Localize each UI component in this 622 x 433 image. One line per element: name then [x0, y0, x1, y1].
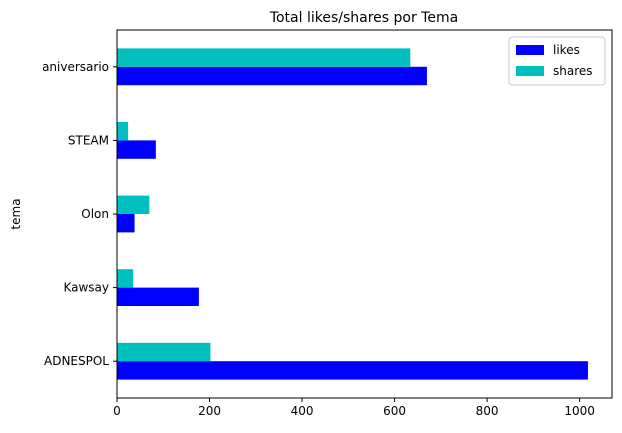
y-tick-label-ADNESPOL: ADNESPOL: [44, 354, 109, 368]
y-tick-label-Kawsay: Kawsay: [63, 281, 109, 295]
bar-shares-STEAM: [117, 122, 129, 141]
bar-likes-STEAM: [117, 140, 156, 159]
bar-shares-Olon: [117, 195, 150, 214]
x-axis-ticks: 0 200 400 600 800 1000: [113, 398, 595, 418]
bar-shares-ADNESPOL: [117, 342, 211, 362]
y-axis-label: tema: [9, 198, 23, 229]
bar-shares-aniversario: [117, 48, 411, 67]
y-axis-ticks: ADNESPOL Kawsay Olon STEAM aniversario: [42, 60, 117, 368]
legend-swatch-shares: [516, 66, 544, 76]
bars-group: [117, 48, 588, 380]
y-tick-label-Olon: Olon: [81, 207, 109, 221]
bar-shares-Kawsay: [117, 269, 134, 288]
x-tick-label-400: 400: [291, 404, 314, 418]
y-tick-label-STEAM: STEAM: [68, 133, 109, 147]
legend-swatch-likes: [516, 45, 544, 55]
legend-label-shares: shares: [553, 64, 593, 78]
x-tick-label-800: 800: [476, 404, 499, 418]
chart-title: Total likes/shares por Tema: [269, 10, 458, 26]
bar-likes-aniversario: [117, 66, 427, 86]
x-tick-label-200: 200: [198, 404, 221, 418]
bar-likes-ADNESPOL: [117, 361, 588, 380]
x-tick-label-0: 0: [113, 404, 121, 418]
y-tick-label-aniversario: aniversario: [42, 60, 109, 74]
x-tick-label-1000: 1000: [564, 404, 595, 418]
legend: likes shares: [508, 36, 606, 86]
legend-label-likes: likes: [553, 43, 580, 57]
bar-likes-Kawsay: [117, 287, 199, 306]
bar-likes-Olon: [117, 214, 135, 233]
x-tick-label-600: 600: [383, 404, 406, 418]
